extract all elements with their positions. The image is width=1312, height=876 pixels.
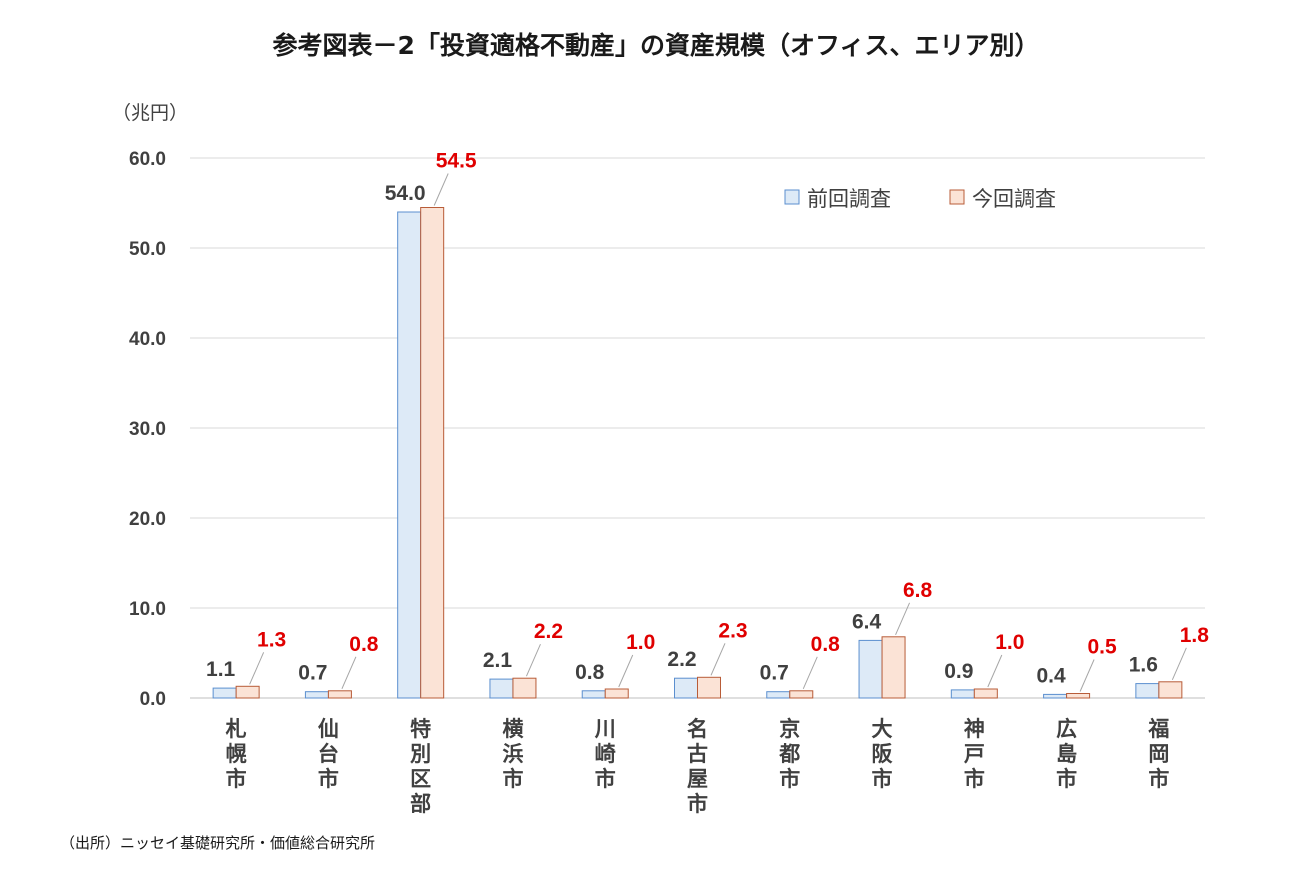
data-label-previous: 0.4 bbox=[1036, 664, 1066, 687]
y-axis: 0.0 10.0 20.0 30.0 40.0 50.0 60.0 bbox=[129, 149, 166, 710]
leader-line bbox=[249, 652, 265, 685]
bar-previous bbox=[581, 690, 606, 699]
data-label-current: 6.8 bbox=[903, 579, 933, 602]
data-label-previous: 0.9 bbox=[944, 660, 973, 683]
data-label-current: 2.2 bbox=[534, 620, 563, 643]
bar-previous bbox=[489, 678, 514, 699]
gridlines bbox=[190, 157, 1205, 699]
y-tick-label: 60.0 bbox=[129, 149, 166, 170]
x-category-label: 名古屋市 bbox=[687, 717, 708, 816]
bar-current bbox=[327, 690, 352, 699]
bar-current bbox=[881, 636, 906, 699]
leader-line bbox=[710, 643, 726, 676]
leader-line bbox=[341, 656, 357, 690]
x-category-label: 仙台市 bbox=[318, 717, 339, 791]
x-category-label: 福岡市 bbox=[1147, 717, 1169, 791]
bar-current bbox=[420, 207, 445, 699]
leader-line bbox=[618, 654, 634, 688]
data-label-current: 1.0 bbox=[995, 631, 1024, 654]
data-label-previous: 2.1 bbox=[483, 649, 513, 672]
leader-line bbox=[802, 656, 818, 690]
data-label-current: 1.3 bbox=[257, 628, 286, 651]
leader-line bbox=[895, 602, 911, 636]
data-label-previous: 1.1 bbox=[206, 658, 236, 681]
leader-line bbox=[987, 654, 1003, 688]
y-tick-label: 50.0 bbox=[129, 239, 166, 260]
bar-current bbox=[697, 676, 721, 699]
leader-line bbox=[525, 643, 541, 677]
bar-previous bbox=[212, 687, 237, 699]
data-label-current: 1.0 bbox=[626, 631, 655, 654]
leader-line bbox=[433, 173, 449, 206]
legend: 前回調査 今回調査 bbox=[784, 187, 1056, 211]
y-tick-label: 20.0 bbox=[129, 509, 166, 530]
source-note: （出所）ニッセイ基礎研究所・価値総合研究所 bbox=[60, 834, 376, 852]
data-label-previous: 54.0 bbox=[385, 182, 426, 205]
x-category-label: 広島市 bbox=[1056, 717, 1077, 791]
bar-current bbox=[1158, 681, 1183, 699]
x-axis: 札幌市 仙台市 特別区部 横浜市 川崎市 名古屋市 京都市 大阪市 神戸市 広島市 福岡市 bbox=[225, 717, 1170, 816]
leader-line bbox=[1171, 647, 1187, 681]
x-category-label: 横浜市 bbox=[502, 717, 523, 791]
bar-previous bbox=[1135, 683, 1160, 699]
data-label-current: 0.8 bbox=[811, 633, 841, 656]
bar-current bbox=[512, 677, 537, 699]
bar-previous bbox=[397, 211, 422, 699]
data-label-current: 1.8 bbox=[1180, 624, 1210, 647]
bar-current bbox=[1066, 693, 1091, 699]
bars bbox=[212, 207, 1183, 699]
data-label-previous: 2.2 bbox=[667, 648, 696, 671]
bar-previous bbox=[858, 639, 883, 699]
bar-current bbox=[973, 688, 998, 699]
x-category-label: 京都市 bbox=[778, 717, 800, 791]
data-label-current: 54.5 bbox=[436, 150, 477, 173]
bar-current bbox=[235, 685, 260, 699]
y-tick-label: 40.0 bbox=[129, 329, 166, 350]
x-category-label: 特別区部 bbox=[410, 717, 431, 816]
y-tick-label: 10.0 bbox=[129, 599, 166, 620]
data-label-previous: 0.7 bbox=[760, 662, 789, 685]
bar-previous bbox=[304, 691, 329, 699]
data-labels: 1.1 1.3 0.7 0.8 54.0 54.5 2.1 2.2 0.8 1.0 2.2 2.3 0.… bbox=[206, 150, 1209, 688]
data-label-current: 0.8 bbox=[349, 633, 379, 656]
data-label-previous: 1.6 bbox=[1129, 654, 1158, 677]
x-category-label: 大阪市 bbox=[872, 717, 894, 791]
x-category-label: 川崎市 bbox=[594, 717, 616, 791]
leader-line bbox=[1079, 659, 1095, 692]
data-label-previous: 0.8 bbox=[575, 661, 605, 684]
legend-swatch-current bbox=[949, 189, 965, 205]
legend-swatch-previous bbox=[784, 189, 800, 205]
y-axis-unit-label: （兆円） bbox=[112, 102, 189, 124]
data-label-current: 2.3 bbox=[718, 619, 747, 642]
bar-current bbox=[789, 690, 814, 699]
legend-label-previous: 前回調査 bbox=[807, 187, 891, 211]
x-category-label: 神戸市 bbox=[964, 717, 985, 791]
y-tick-label: 30.0 bbox=[129, 419, 166, 440]
legend-label-current: 今回調査 bbox=[972, 187, 1056, 211]
data-label-previous: 6.4 bbox=[852, 610, 882, 633]
bar-previous bbox=[766, 691, 791, 699]
data-label-previous: 0.7 bbox=[298, 662, 327, 685]
leader-lines bbox=[249, 173, 1187, 692]
y-tick-label: 0.0 bbox=[140, 689, 166, 710]
bar-previous bbox=[950, 689, 975, 699]
bar-previous bbox=[1043, 693, 1068, 699]
bar-previous bbox=[674, 677, 698, 699]
bar-current bbox=[604, 688, 629, 699]
x-category-label: 札幌市 bbox=[225, 717, 247, 791]
chart-title: 参考図表－2「投資適格不動産」の資産規模（オフィス、エリア別） bbox=[272, 31, 1040, 60]
data-label-current: 0.5 bbox=[1087, 636, 1117, 659]
